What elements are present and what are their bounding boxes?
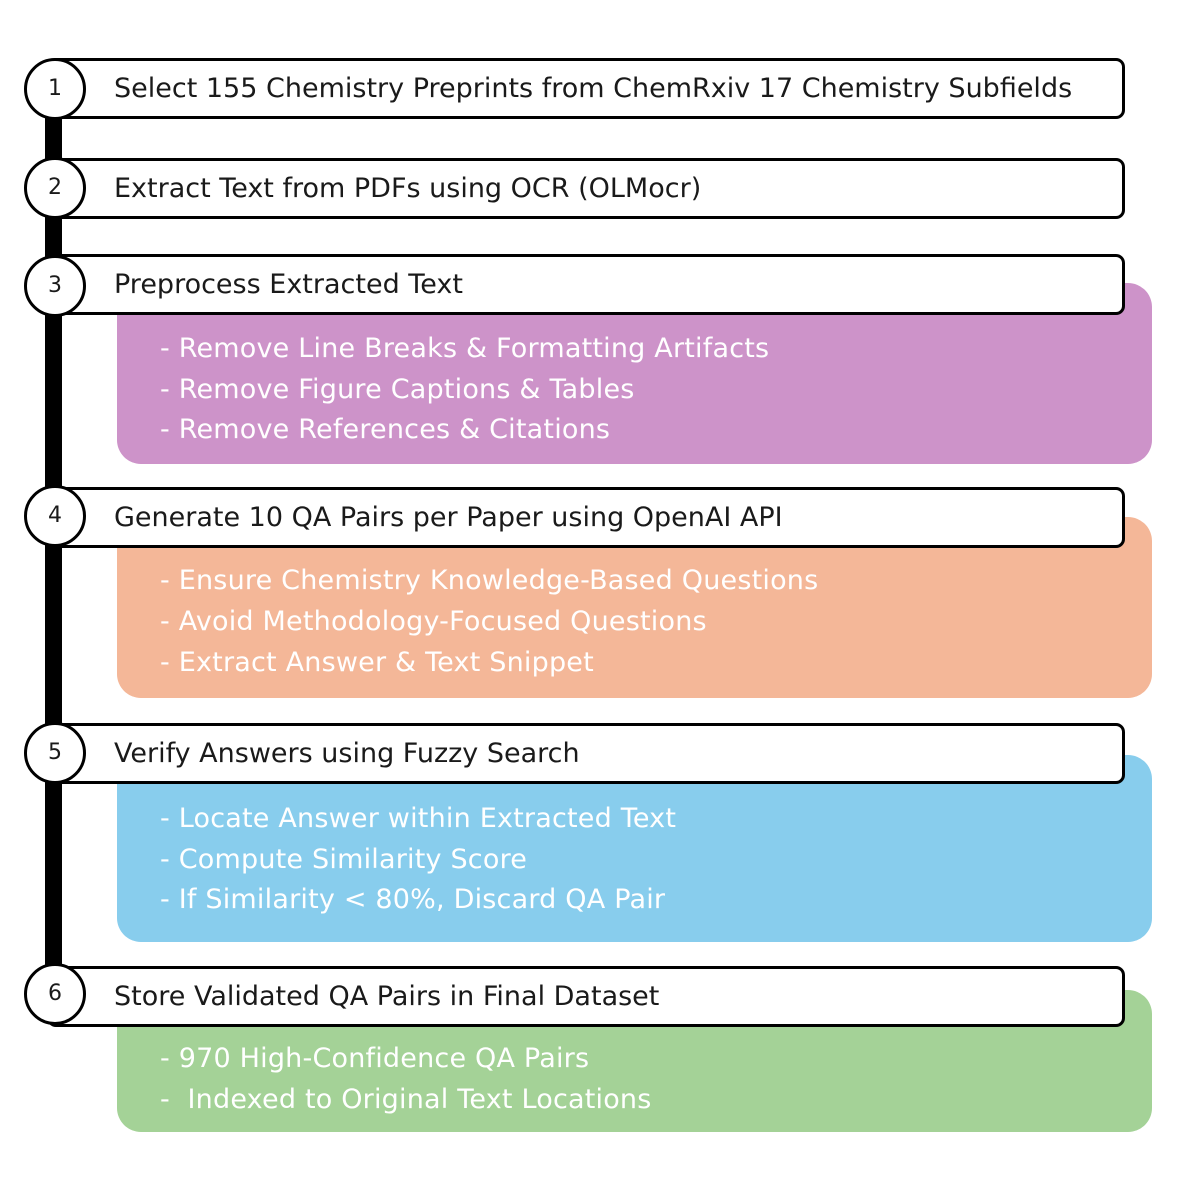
step-number-3: 3 [24, 255, 86, 317]
detail-line: - Remove References & Citations [160, 414, 611, 445]
step-title: Generate 10 QA Pairs per Paper using Ope… [114, 502, 783, 533]
step-title: Preprocess Extracted Text [114, 269, 463, 300]
step-number-2: 2 [24, 157, 86, 219]
step-number-1: 1 [24, 58, 86, 120]
step-number-6: 6 [24, 963, 86, 1025]
step-box-2: Extract Text from PDFs using OCR (OLMocr… [47, 158, 1125, 219]
detail-line: - Remove Figure Captions & Tables [160, 374, 635, 405]
step-box-5: Verify Answers using Fuzzy Search [47, 723, 1125, 784]
step-title: Store Validated QA Pairs in Final Datase… [114, 981, 660, 1012]
step-title: Select 155 Chemistry Preprints from Chem… [114, 73, 1073, 104]
detail-line: - Compute Similarity Score [160, 844, 528, 875]
detail-line: - Ensure Chemistry Knowledge-Based Quest… [160, 565, 819, 596]
step-box-3: Preprocess Extracted Text [47, 254, 1125, 315]
detail-line: - Avoid Methodology-Focused Questions [160, 606, 707, 637]
step-box-1: Select 155 Chemistry Preprints from Chem… [47, 58, 1125, 119]
step-number-4: 4 [24, 485, 86, 547]
detail-panel-verify: - Locate Answer within Extracted Text - … [117, 755, 1152, 942]
detail-line: - 970 High-Confidence QA Pairs [160, 1043, 590, 1074]
step-title: Verify Answers using Fuzzy Search [114, 738, 580, 769]
step-number-5: 5 [24, 722, 86, 784]
step-box-4: Generate 10 QA Pairs per Paper using Ope… [47, 487, 1125, 548]
detail-line: - Remove Line Breaks & Formatting Artifa… [160, 333, 770, 364]
detail-line: - Locate Answer within Extracted Text [160, 803, 677, 834]
detail-line: - Extract Answer & Text Snippet [160, 647, 594, 678]
detail-line: - Indexed to Original Text Locations [160, 1084, 652, 1115]
detail-line: - If Similarity < 80%, Discard QA Pair [160, 884, 666, 915]
step-box-6: Store Validated QA Pairs in Final Datase… [47, 966, 1125, 1027]
step-title: Extract Text from PDFs using OCR (OLMocr… [114, 173, 702, 204]
